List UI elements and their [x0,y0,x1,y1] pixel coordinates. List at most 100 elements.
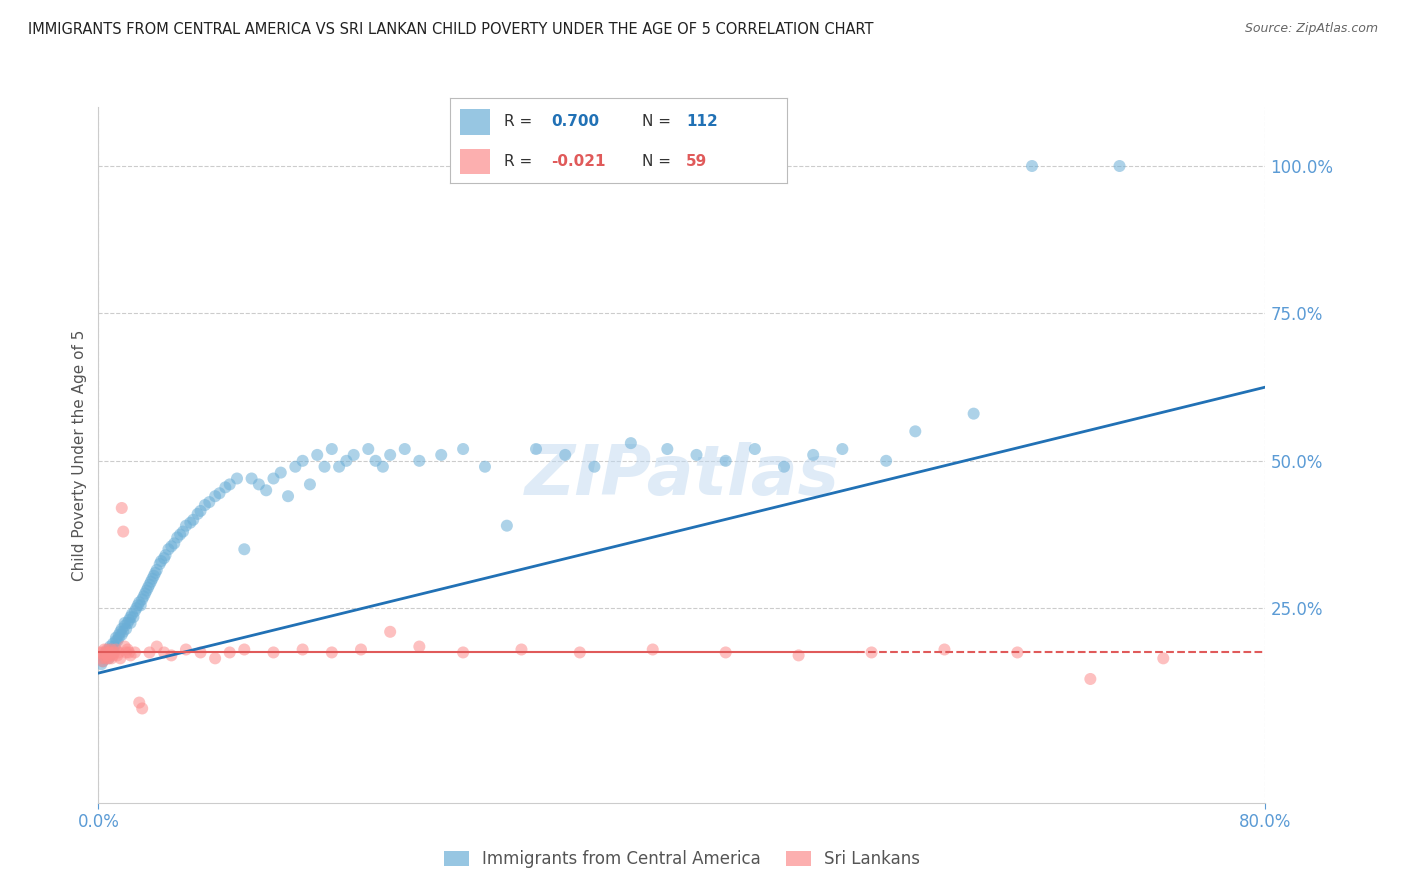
Point [125,601,148,615]
Point [120,610,142,624]
Point [218,645,240,659]
Point [190,645,212,659]
Point [121,607,143,621]
Point [100,651,122,665]
Point [510,642,533,657]
Point [934,642,956,657]
Point [172,524,194,539]
Point [111,500,134,515]
Point [430,448,453,462]
Point [146,640,169,654]
Point [284,459,307,474]
Point [394,442,416,456]
Point [129,599,152,613]
Text: ZIPatlas: ZIPatlas [524,442,839,509]
Point [451,645,474,659]
Point [875,454,897,468]
Point [97,645,120,659]
Point [657,442,679,456]
Point [94,648,117,663]
Point [371,459,394,474]
Point [357,442,380,456]
Point [350,642,373,657]
Point [96,642,118,657]
Point [101,642,124,657]
Point [1021,159,1043,173]
Point [89,645,111,659]
Point [114,640,136,654]
Point [198,495,221,509]
Point [583,459,606,474]
Point [194,498,217,512]
Point [277,489,299,503]
Point [214,480,236,494]
Text: N =: N = [643,154,671,169]
Point [155,548,177,562]
Point [91,645,114,659]
Point [94,645,117,659]
Point [90,651,112,665]
Point [321,645,343,659]
Point [685,448,707,462]
Text: 0.700: 0.700 [551,114,599,129]
Point [233,542,256,557]
Point [97,651,120,665]
Point [104,633,127,648]
Point [136,581,159,595]
Point [114,615,136,630]
Point [204,489,226,503]
Point [91,654,114,668]
Point [1152,651,1174,665]
Point [114,619,136,633]
Point [408,454,430,468]
Point [108,645,131,659]
Point [111,628,134,642]
Text: R =: R = [503,154,531,169]
Point [94,645,117,659]
Point [118,645,141,659]
Point [641,642,664,657]
Point [860,645,883,659]
Point [90,657,112,672]
Point [254,483,277,498]
Point [1108,159,1130,173]
Point [298,477,321,491]
Point [1007,645,1029,659]
Point [314,459,336,474]
Point [110,624,132,639]
Point [335,454,357,468]
Point [160,648,183,663]
Point [262,471,284,485]
Point [962,407,984,421]
Point [744,442,766,456]
Point [773,459,796,474]
Text: 112: 112 [686,114,718,129]
Point [112,624,135,639]
Point [93,651,115,665]
Point [801,448,824,462]
Point [132,590,155,604]
Point [117,615,139,630]
Point [174,518,197,533]
Point [321,442,343,456]
Point [105,633,128,648]
Point [240,471,263,485]
Point [378,448,402,462]
Point [169,527,191,541]
Point [115,645,138,659]
Point [117,642,139,657]
Point [153,551,176,566]
Point [128,595,150,609]
Point [98,645,121,659]
Text: 59: 59 [686,154,707,169]
Point [208,486,231,500]
Point [115,622,138,636]
Point [138,645,160,659]
Point [118,613,141,627]
Point [247,477,270,491]
Point [179,516,201,530]
Point [328,459,350,474]
Point [204,651,226,665]
Point [120,648,142,663]
Point [98,648,121,663]
